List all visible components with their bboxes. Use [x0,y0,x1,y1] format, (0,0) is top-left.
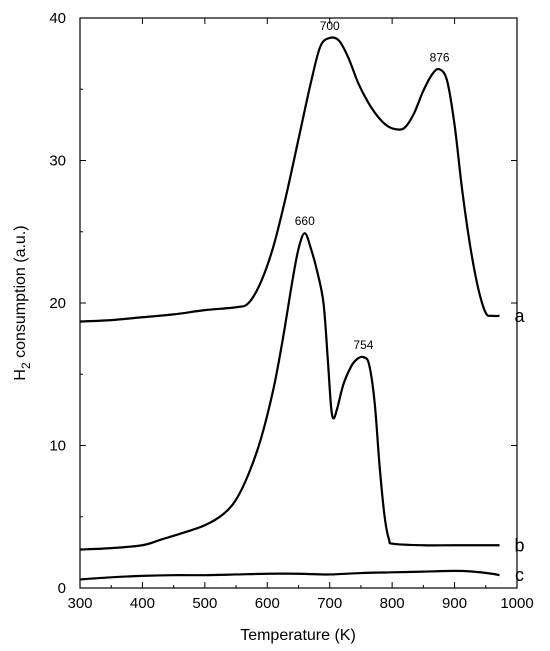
series-line-a [79,36,500,323]
x-tick-label: 700 [317,595,342,612]
series-layer [79,36,500,581]
tick-marks [79,17,518,589]
y-tick-label: 30 [49,153,66,170]
x-tick-label: 600 [255,595,280,612]
x-tick-label: 800 [380,595,405,612]
y-tick-label: 10 [49,438,66,455]
series-line-b [79,232,500,551]
annotations: 700 876 660 754 [295,19,450,352]
y-tick-label: 40 [49,10,66,27]
y-axis-title: H2 consumption (a.u.) [12,225,33,380]
series-label-b: b [515,535,525,555]
peak-label: 754 [353,338,373,352]
peak-label: 660 [295,214,315,228]
series-line-c [79,569,500,581]
x-tick-label: 300 [67,595,92,612]
x-axis-title: Temperature (K) [240,627,356,644]
series-label-c: c [515,565,524,585]
y-tick-label: 20 [49,295,66,312]
x-tick-label: 1000 [500,595,533,612]
x-tick-label: 400 [130,595,155,612]
peak-label: 700 [320,19,340,33]
peak-label: 876 [430,50,450,64]
y-tick-label: 0 [58,580,66,597]
curve-letters: a bc [515,306,526,585]
x-tick-label: 500 [192,595,217,612]
x-tick-label: 900 [442,595,467,612]
y-axis-title-subscript: 2 [19,362,33,369]
tick-labels: 300 400 500 600 700 800 900 1000 0 10 20 30 40 [49,10,533,612]
y-axis-title-prefix: H [12,369,29,381]
series-label-a: a [515,306,526,326]
y-axis-title-suffix: consumption (a.u.) [12,225,29,362]
